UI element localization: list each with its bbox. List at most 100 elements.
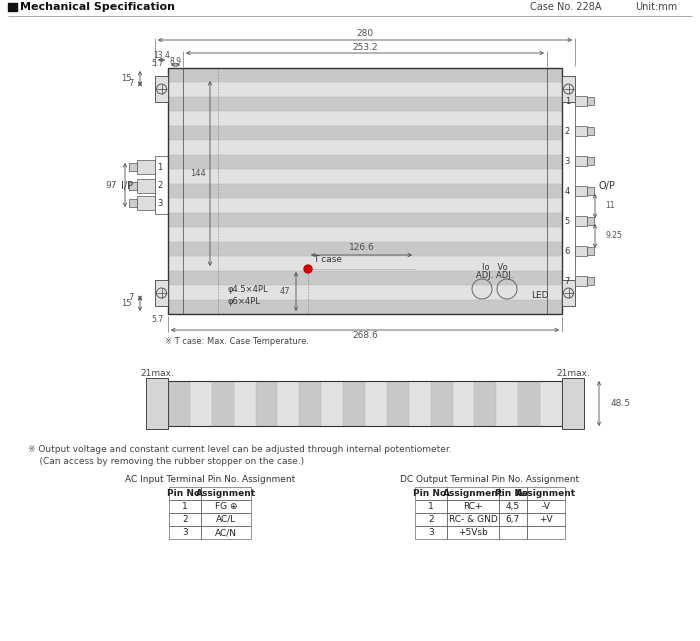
Bar bbox=[447, 500, 499, 513]
Text: 7: 7 bbox=[129, 294, 134, 303]
Text: I/P: I/P bbox=[121, 181, 133, 191]
Text: 1: 1 bbox=[428, 502, 434, 511]
Text: AC Input Terminal Pin No. Assignment: AC Input Terminal Pin No. Assignment bbox=[125, 474, 295, 483]
Bar bbox=[447, 526, 499, 539]
Bar bbox=[168, 198, 562, 213]
Text: Io   Vo: Io Vo bbox=[482, 263, 508, 272]
Text: 268.6: 268.6 bbox=[352, 331, 378, 340]
Bar bbox=[343, 381, 365, 426]
Text: 3: 3 bbox=[565, 156, 570, 165]
Bar bbox=[168, 285, 562, 299]
Text: 13.4: 13.4 bbox=[153, 51, 170, 60]
Bar bbox=[575, 216, 587, 226]
Text: 3: 3 bbox=[182, 528, 188, 537]
Bar bbox=[168, 68, 562, 314]
Text: Pin No.: Pin No. bbox=[495, 489, 531, 498]
Text: 21max.: 21max. bbox=[140, 369, 174, 378]
Bar bbox=[129, 182, 137, 190]
Text: Unit:mm: Unit:mm bbox=[635, 2, 678, 12]
Bar bbox=[168, 83, 562, 97]
Text: φ4.5×4PL: φ4.5×4PL bbox=[228, 285, 269, 294]
Bar bbox=[447, 513, 499, 526]
Text: AC/L: AC/L bbox=[216, 515, 236, 524]
Bar bbox=[562, 280, 575, 306]
Text: ※ Output voltage and constant current level can be adjusted through internal pot: ※ Output voltage and constant current le… bbox=[28, 444, 452, 453]
Circle shape bbox=[304, 265, 312, 273]
Text: 5.7: 5.7 bbox=[151, 58, 163, 67]
Text: Mechanical Specification: Mechanical Specification bbox=[20, 2, 175, 12]
Bar bbox=[129, 199, 137, 207]
Text: 6,7: 6,7 bbox=[506, 515, 520, 524]
Bar bbox=[201, 500, 251, 513]
Text: φ6×4PL: φ6×4PL bbox=[228, 297, 261, 306]
Bar bbox=[587, 247, 594, 255]
Bar bbox=[168, 169, 562, 184]
Bar bbox=[168, 97, 562, 112]
Bar bbox=[168, 68, 562, 83]
Bar bbox=[415, 513, 447, 526]
Text: T case: T case bbox=[313, 254, 342, 263]
Bar bbox=[201, 526, 251, 539]
Bar bbox=[321, 381, 343, 426]
Bar bbox=[540, 381, 562, 426]
Bar bbox=[527, 513, 565, 526]
Bar bbox=[575, 186, 587, 196]
Bar bbox=[300, 381, 321, 426]
Text: FG ⊕: FG ⊕ bbox=[215, 502, 237, 511]
Text: (Can access by removing the rubber stopper on the case.): (Can access by removing the rubber stopp… bbox=[28, 456, 304, 465]
Bar bbox=[168, 184, 562, 198]
Bar bbox=[137, 196, 155, 210]
Bar bbox=[527, 487, 565, 500]
Text: DC Output Terminal Pin No. Assignment: DC Output Terminal Pin No. Assignment bbox=[400, 474, 580, 483]
Bar bbox=[146, 378, 168, 429]
Text: 15: 15 bbox=[122, 74, 132, 83]
Bar bbox=[201, 513, 251, 526]
Bar bbox=[168, 299, 562, 314]
Bar bbox=[499, 526, 527, 539]
Bar bbox=[256, 381, 277, 426]
Bar bbox=[8, 3, 17, 11]
Text: 2: 2 bbox=[158, 181, 162, 190]
Bar bbox=[201, 487, 251, 500]
Bar bbox=[169, 513, 201, 526]
Bar bbox=[168, 140, 562, 155]
Bar bbox=[587, 217, 594, 225]
Bar bbox=[169, 500, 201, 513]
Text: 280: 280 bbox=[356, 29, 374, 38]
Bar bbox=[527, 500, 565, 513]
Bar bbox=[587, 157, 594, 165]
Bar bbox=[575, 276, 587, 286]
Text: +5Vsb: +5Vsb bbox=[458, 528, 488, 537]
Bar bbox=[168, 227, 562, 242]
Bar bbox=[575, 126, 587, 136]
Text: 7: 7 bbox=[129, 79, 134, 88]
Bar bbox=[168, 256, 562, 271]
Text: 48.5: 48.5 bbox=[611, 399, 631, 408]
Bar bbox=[453, 381, 475, 426]
Text: 4,5: 4,5 bbox=[506, 502, 520, 511]
Bar bbox=[499, 500, 527, 513]
Text: 97: 97 bbox=[106, 181, 117, 190]
Bar bbox=[499, 513, 527, 526]
Bar bbox=[575, 96, 587, 106]
Text: Assignment: Assignment bbox=[196, 489, 256, 498]
Text: 144: 144 bbox=[190, 169, 206, 178]
Bar bbox=[409, 381, 430, 426]
Text: 1: 1 bbox=[158, 163, 162, 172]
Bar bbox=[155, 280, 168, 306]
Text: -V: -V bbox=[542, 502, 550, 511]
Bar bbox=[137, 179, 155, 193]
Text: 2: 2 bbox=[428, 515, 434, 524]
Text: 1: 1 bbox=[565, 97, 570, 106]
Bar bbox=[168, 271, 562, 285]
Text: 11: 11 bbox=[605, 201, 615, 210]
Bar bbox=[168, 126, 562, 140]
Bar bbox=[387, 381, 409, 426]
Text: 2: 2 bbox=[565, 126, 570, 135]
Text: ※ T case: Max. Case Temperature.: ※ T case: Max. Case Temperature. bbox=[165, 338, 309, 347]
Bar bbox=[415, 500, 447, 513]
Bar bbox=[169, 526, 201, 539]
Bar bbox=[155, 76, 168, 102]
Bar bbox=[234, 381, 256, 426]
Text: 253.2: 253.2 bbox=[352, 42, 378, 51]
